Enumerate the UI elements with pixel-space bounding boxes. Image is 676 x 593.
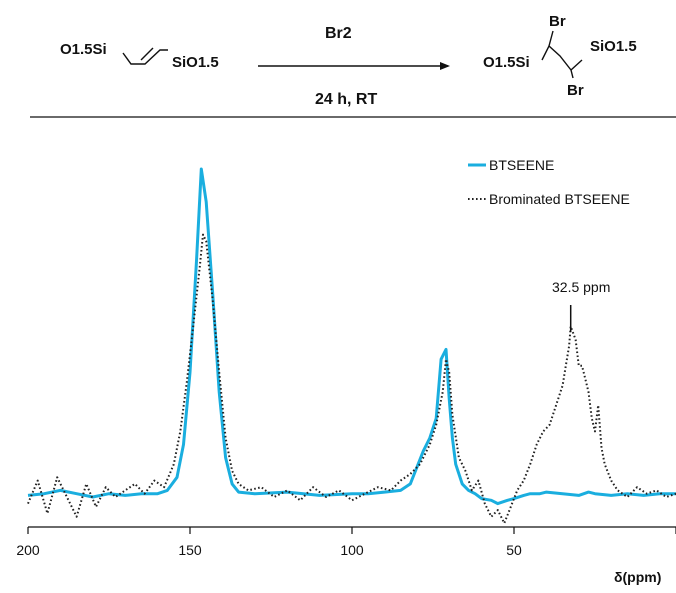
reaction-scheme: O1.5Si SiO1.5 Br2 24 h, RT Br O1.5Si SiO… [60, 13, 637, 108]
product-bromine-bottom: Br [567, 82, 584, 99]
legend-label-brominated: Brominated BTSEENE [489, 191, 630, 207]
x-tick-layer: 200150100500 [16, 527, 676, 558]
series-layer [27, 167, 676, 525]
peak-annotation-label: 32.5 ppm [552, 279, 610, 295]
series-line-btseene [27, 167, 676, 506]
legend: BTSEENE Brominated BTSEENE [468, 157, 630, 207]
reactant-double-bond [140, 47, 154, 61]
product-bond-br-top [548, 30, 554, 47]
series-line-brominated-btseene [27, 233, 676, 525]
x-tick-label-150: 150 [178, 542, 202, 558]
product-carbon-chain [541, 44, 583, 72]
x-tick-label-100: 100 [340, 542, 364, 558]
arrow-bottom-label: 24 h, RT [315, 91, 377, 108]
legend-label-btseene: BTSEENE [489, 157, 554, 173]
reactant-left-group: O1.5Si [60, 41, 107, 58]
arrow-top-label: Br2 [325, 25, 352, 42]
product-right-group: SiO1.5 [590, 38, 637, 55]
x-axis-title: δ(ppm) [614, 569, 661, 585]
product-left-group: O1.5Si [483, 54, 530, 71]
reactant-vinyl-bond [122, 49, 168, 65]
nmr-spectrum: 200150100500 δ(ppm) BTSEENE Brominated B… [16, 157, 676, 585]
x-tick-label-200: 200 [16, 542, 40, 558]
x-tick-label-50: 50 [506, 542, 522, 558]
product-bromine-top: Br [549, 13, 566, 30]
reaction-arrowhead-icon [440, 62, 450, 70]
reactant-right-group: SiO1.5 [172, 54, 219, 71]
product-bond-br-bottom [570, 69, 574, 79]
